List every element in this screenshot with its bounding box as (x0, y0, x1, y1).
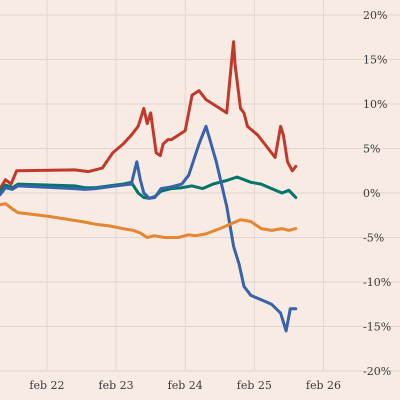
x-tick-label: feb 24 (168, 379, 203, 392)
y-tick-label: 15% (363, 54, 387, 67)
series-line-4 (0, 202, 298, 239)
y-tick-label: -5% (363, 232, 384, 245)
y-axis-ticks: -20% -15% -10% -5% 0% 5% 10% 15% 20% (363, 9, 391, 378)
y-tick-label: -10% (363, 276, 391, 289)
y-tick-label: 10% (363, 98, 387, 111)
y-tick-label: -20% (363, 365, 391, 378)
series-line-1 (0, 40, 298, 191)
y-tick-label: 0% (363, 187, 380, 200)
y-tick-label: 5% (363, 143, 380, 156)
x-tick-label: feb 23 (99, 379, 134, 392)
x-axis-ticks: feb 22 feb 23 feb 24 feb 25 feb 26 (29, 379, 341, 392)
y-tick-label: -15% (363, 321, 391, 334)
x-tick-label: feb 25 (237, 379, 272, 392)
y-tick-label: 20% (363, 9, 387, 22)
x-tick-label: feb 26 (306, 379, 341, 392)
x-tick-label: feb 22 (29, 379, 64, 392)
series-line-3 (0, 124, 298, 333)
grid (0, 0, 400, 372)
series-group (0, 40, 298, 333)
